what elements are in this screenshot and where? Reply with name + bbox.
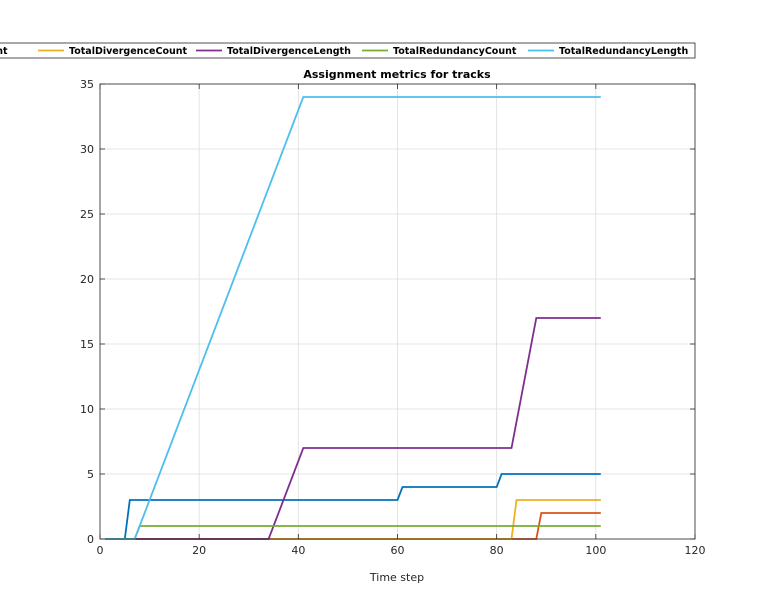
y-tick-label: 30: [80, 143, 94, 156]
y-tick-label: 0: [87, 533, 94, 546]
y-tick-label: 5: [87, 468, 94, 481]
legend-label: TotalRedundancyCount: [393, 46, 517, 57]
legend-label: TotalDivergenceCount: [69, 46, 188, 57]
x-tick-label: 40: [291, 544, 305, 557]
x-tick-label: 20: [192, 544, 206, 557]
y-tick-label: 10: [80, 403, 94, 416]
legend-label: Count: [0, 46, 8, 57]
x-tick-label: 0: [97, 544, 104, 557]
x-tick-label: 60: [391, 544, 405, 557]
y-tick-label: 15: [80, 338, 94, 351]
legend-label: TotalDivergenceLength: [227, 46, 351, 57]
x-tick-label: 120: [685, 544, 706, 557]
chart-title: Assignment metrics for tracks: [303, 68, 491, 81]
legend-label: TotalRedundancyLength: [559, 46, 688, 57]
y-tick-label: 25: [80, 208, 94, 221]
y-tick-label: 20: [80, 273, 94, 286]
x-tick-label: 100: [585, 544, 606, 557]
legend: Count TotalDivergenceCount TotalDivergence…: [0, 42, 696, 59]
axis-ticks: 0 20 40 60 80 100 120 0 5 10 15 20 25 30 35: [80, 78, 706, 557]
x-tick-label: 80: [490, 544, 504, 557]
x-axis-label: Time step: [369, 571, 424, 584]
legend-box: [0, 42, 696, 59]
y-tick-label: 35: [80, 78, 94, 91]
series-line-0: [105, 473, 601, 540]
